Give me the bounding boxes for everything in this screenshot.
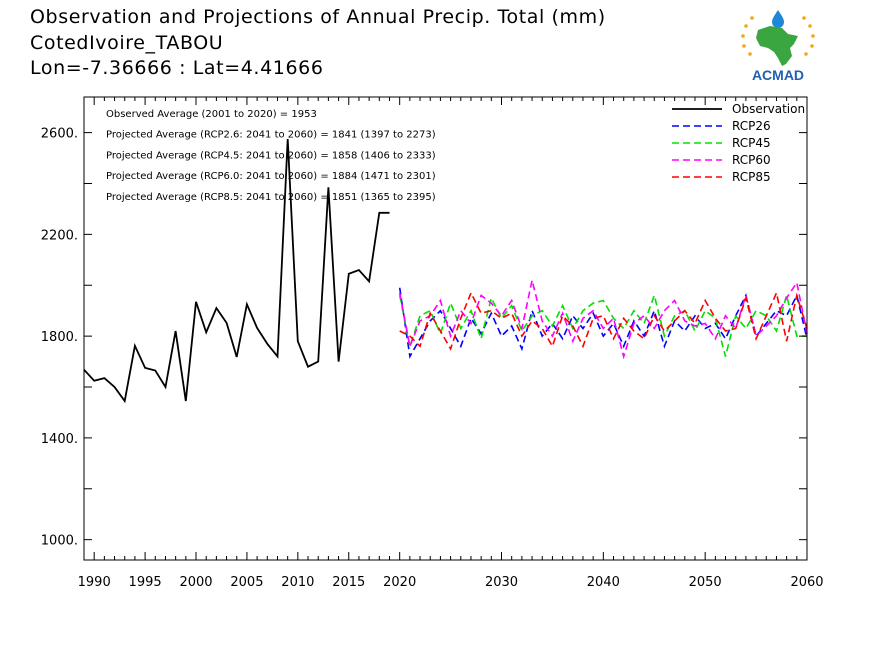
y-tick-label: 1400. — [41, 432, 78, 447]
series-line-rcp26 — [398, 287, 808, 359]
x-tick-label: 2060 — [790, 575, 823, 590]
chart-title: Observation and Projections of Annual Pr… — [30, 6, 606, 28]
station-name: CotedIvoire_TABOU — [30, 32, 224, 54]
legend-label: Observation — [732, 102, 805, 116]
logo-stars-ring — [741, 16, 815, 56]
legend-label: RCP26 — [732, 119, 771, 133]
legend-label: RCP45 — [732, 136, 771, 150]
legend-label: RCP85 — [732, 170, 771, 184]
x-tick-label: 2050 — [689, 575, 722, 590]
station-coordinates: Lon=-7.36666 : Lat=4.41666 — [30, 57, 324, 79]
series-group — [83, 138, 808, 404]
y-tick-label: 1000. — [41, 534, 78, 549]
x-tick-label: 2005 — [230, 575, 263, 590]
plot-frame — [83, 96, 808, 561]
x-tick-label: 1990 — [78, 575, 111, 590]
annotation-line: Projected Average (RCP6.0: 2041 to 2060)… — [106, 171, 436, 182]
logo-text: ACMAD — [752, 67, 804, 83]
x-tick-label: 2015 — [332, 575, 365, 590]
series-line-rcp45 — [398, 292, 807, 357]
annotation-line: Projected Average (RCP8.5: 2041 to 2060)… — [106, 192, 436, 203]
annotation-line: Observed Average (2001 to 2020) = 1953 — [106, 109, 317, 120]
x-tick-label: 2030 — [485, 575, 518, 590]
logo-africa — [756, 26, 798, 66]
x-tick-label: 2010 — [281, 575, 314, 590]
series-line-rcp85 — [399, 290, 808, 351]
annotation-line: Projected Average (RCP2.6: 2041 to 2060)… — [106, 130, 436, 141]
logo-drop — [772, 10, 784, 28]
annotation-block: Observed Average (2001 to 2020) = 1953 Pr… — [106, 109, 436, 203]
x-tick-label: 2000 — [179, 575, 212, 590]
axes-frame: 1000. 1400. 1800. 2200. 2600. 1990 1995 2000 200… — [41, 96, 824, 590]
x-tick-label: 2020 — [383, 575, 416, 590]
y-tick-label: 2600. — [41, 127, 78, 142]
legend-label: RCP60 — [732, 153, 771, 167]
y-tick-label: 2200. — [41, 228, 78, 243]
series-line-rcp60 — [398, 280, 808, 360]
acmad-logo: ACMAD — [741, 10, 815, 83]
x-tick-label: 1995 — [129, 575, 162, 590]
y-tick-label: 1800. — [41, 330, 78, 345]
annotation-line: Projected Average (RCP4.5: 2041 to 2060)… — [106, 150, 436, 161]
x-tick-label: 2040 — [587, 575, 620, 590]
legend: Observation RCP26 RCP45 RCP60 RCP85 — [672, 102, 805, 184]
series-line-observation — [83, 138, 390, 404]
